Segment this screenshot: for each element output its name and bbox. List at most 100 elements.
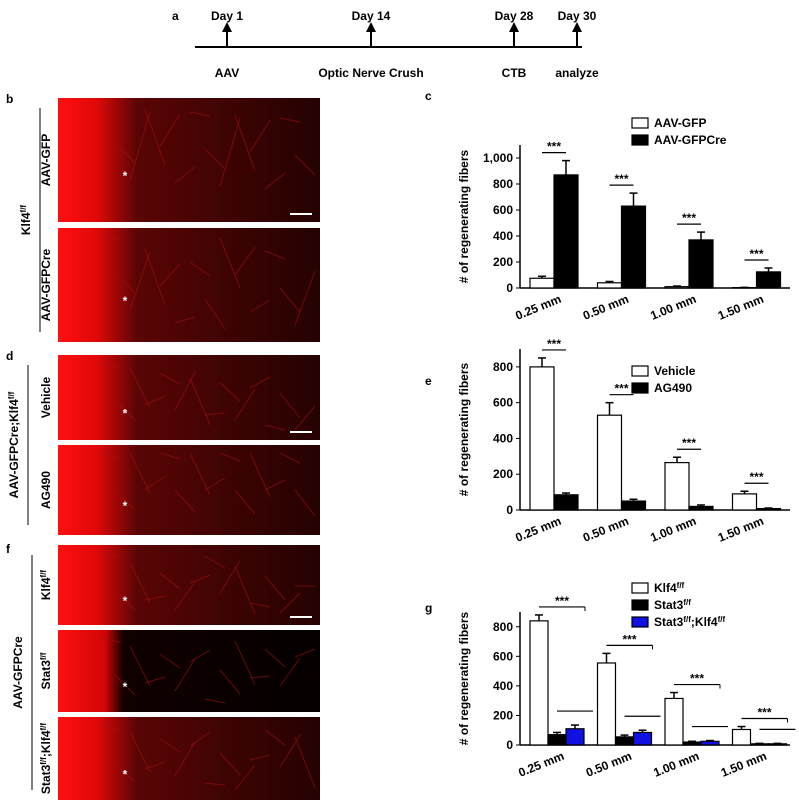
significance-label: *** [622,632,636,646]
microscopy-image [58,717,320,800]
text-segment: Klf4 [654,581,677,595]
panel-letter: f [6,542,11,556]
x-tick-label: 0.50 mm [584,749,634,780]
significance-label: *** [749,247,763,261]
y-tick-label: 400 [493,431,513,445]
y-axis-label: # of regenerating fibers [457,611,471,745]
y-tick-label: 600 [493,396,513,410]
superscript: f/f [7,391,16,399]
superscript: f/f [19,205,28,213]
x-tick-label: 1.50 mm [716,514,766,545]
text-segment: AAV-GFP [39,134,53,186]
significance-label: *** [682,211,696,225]
y-tick-label: 800 [493,620,513,634]
x-tick-label: 0.25 mm [516,749,566,780]
superscript: f/f [683,598,691,607]
superscript: f/f [39,570,48,578]
significance-label: *** [682,436,696,450]
legend-swatch [632,118,648,128]
bar [665,698,683,745]
significance-label: *** [547,140,561,154]
legend-label: Stat3f/f;Klf4f/f [654,615,725,630]
significance-label: *** [555,594,569,608]
text-segment: AG490 [39,471,53,509]
image-label: Vehicle [39,377,53,419]
legend-swatch [632,617,648,627]
timeline-day: Day 28 [495,9,534,23]
y-tick-label: 400 [493,229,513,243]
text-segment: Stat3 [654,598,684,612]
timeline-day: Day 14 [352,9,391,23]
superscript: f/f [677,581,685,590]
significance-label: *** [614,382,628,396]
x-tick-label: 1.00 mm [648,514,698,545]
bar [554,175,578,288]
text-segment: AAV-GFPCre;Klf4 [7,399,21,498]
bar [634,732,652,745]
x-tick-label: 0.50 mm [581,292,631,323]
legend-swatch [632,383,648,393]
superscript: f/f [718,615,726,624]
x-tick-label: 1.00 mm [648,292,698,323]
asterisk: * [123,768,128,782]
y-tick-label: 0 [506,738,513,752]
y-tick-label: 200 [493,708,513,722]
microscopy-image [58,355,320,440]
text-segment: Vehicle [39,377,53,419]
bar [548,735,566,745]
x-tick-label: 0.50 mm [581,514,631,545]
panel-letter: b [6,92,13,106]
y-tick-label: 800 [493,177,513,191]
bar [665,463,689,510]
panel-letter: c [425,89,432,103]
x-tick-label: 1.50 mm [716,292,766,323]
bar [689,240,713,288]
microscopy-image [58,98,320,222]
text-segment: Stat3 [39,660,53,690]
significance-label: *** [749,470,763,484]
timeline-arrow [222,22,232,32]
timeline-day: Day 30 [558,9,597,23]
superscript: f/f [39,652,48,660]
bar [689,506,713,510]
group-label: Klf4f/f [19,205,34,236]
image-label: Stat3f/f;Klf4f/f [39,723,54,794]
timeline-event: CTB [502,66,527,80]
y-tick-label: 800 [493,360,513,374]
panel-letter: d [6,349,13,363]
y-tick-label: 0 [506,281,513,295]
superscript: f/f [39,723,48,731]
y-tick-label: 600 [493,649,513,663]
timeline-arrow [572,22,582,32]
asterisk: * [123,499,128,513]
x-tick-label: 1.00 mm [651,749,701,780]
text-segment: AAV-GFPCre [11,636,25,709]
legend-swatch [632,583,648,593]
bar [757,272,781,288]
bar [530,278,554,288]
bar [616,737,634,745]
asterisk: * [123,594,128,608]
timeline-arrow [509,22,519,32]
group-label: AAV-GFPCre [11,636,25,709]
bar [622,501,646,510]
significance-label: *** [690,672,704,686]
text-segment: ;Klf4 [39,730,53,757]
y-tick-label: 600 [493,203,513,217]
legend-swatch [632,366,648,376]
y-tick-label: 400 [493,679,513,693]
text-segment: Klf4 [39,577,53,600]
y-axis-label: # of regenerating fibers [457,149,471,283]
asterisk: * [123,680,128,694]
bar [554,495,578,510]
bar [598,415,622,510]
bar [769,744,787,745]
group-label: AAV-GFPCre;Klf4f/f [7,391,22,498]
image-label: AAV-GFP [39,134,53,186]
text-segment: ;Klf4 [691,615,718,629]
timeline-arrow [366,22,376,32]
microscopy-image [58,630,320,712]
bar [665,287,689,288]
